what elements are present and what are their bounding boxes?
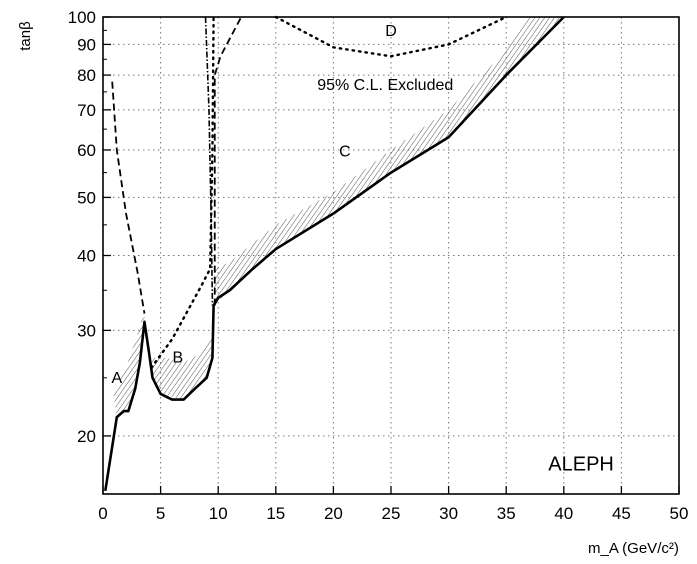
x-tick-label: 0 [98,504,107,523]
hatched-band-A [113,309,145,418]
series-line-solid [104,16,565,491]
series-line-dashed [111,81,146,314]
y-tick-label: 60 [77,141,96,160]
y-axis-label: tanβ [17,21,34,51]
x-axis-label: m_A (GeV/c²) [588,540,679,557]
x-tick-label: 5 [156,504,165,523]
y-tick-label: 20 [77,427,96,446]
y-tick-label: 70 [77,101,96,120]
annotations: A B C D 95% C.L. Excluded ALEPH [111,23,613,476]
x-tick-label: 10 [209,504,228,523]
y-tick-label: 90 [77,35,96,54]
x-tick-label: 30 [439,504,458,523]
gridlines [103,17,679,494]
axis-ticks: 0 5 10 15 20 25 30 35 40 45 50 20 30 40 50 60 70 80 90 100 [68,8,689,523]
y-tick-label: 30 [77,321,96,340]
annotation-region-a: A [111,370,122,387]
series-line-dotted [150,15,215,369]
y-tick-label: 40 [77,247,96,266]
series-line-dotted [274,15,508,58]
annotation-region-b: B [173,350,184,367]
y-tick-label: 50 [77,188,96,207]
x-tick-label: 50 [670,504,689,523]
annotation-region-d: D [385,23,397,40]
x-tick-label: 25 [382,504,401,523]
y-tick-label: 80 [77,66,96,85]
series-line-dashdot [204,16,214,306]
hatched-band-B [151,334,214,400]
x-tick-label: 45 [612,504,631,523]
annotation-region-c: C [339,144,351,161]
x-tick-label: 35 [497,504,516,523]
x-tick-label: 15 [266,504,285,523]
annotation-aleph: ALEPH [548,454,614,476]
annotation-95-c-l-excluded: 95% C.L. Excluded [317,77,453,94]
series-lines [104,15,565,491]
x-tick-label: 20 [324,504,343,523]
y-tick-label: 100 [68,8,96,27]
x-tick-label: 40 [554,504,573,523]
hatched-band-C [213,17,564,306]
series-line-dashed [213,16,243,306]
